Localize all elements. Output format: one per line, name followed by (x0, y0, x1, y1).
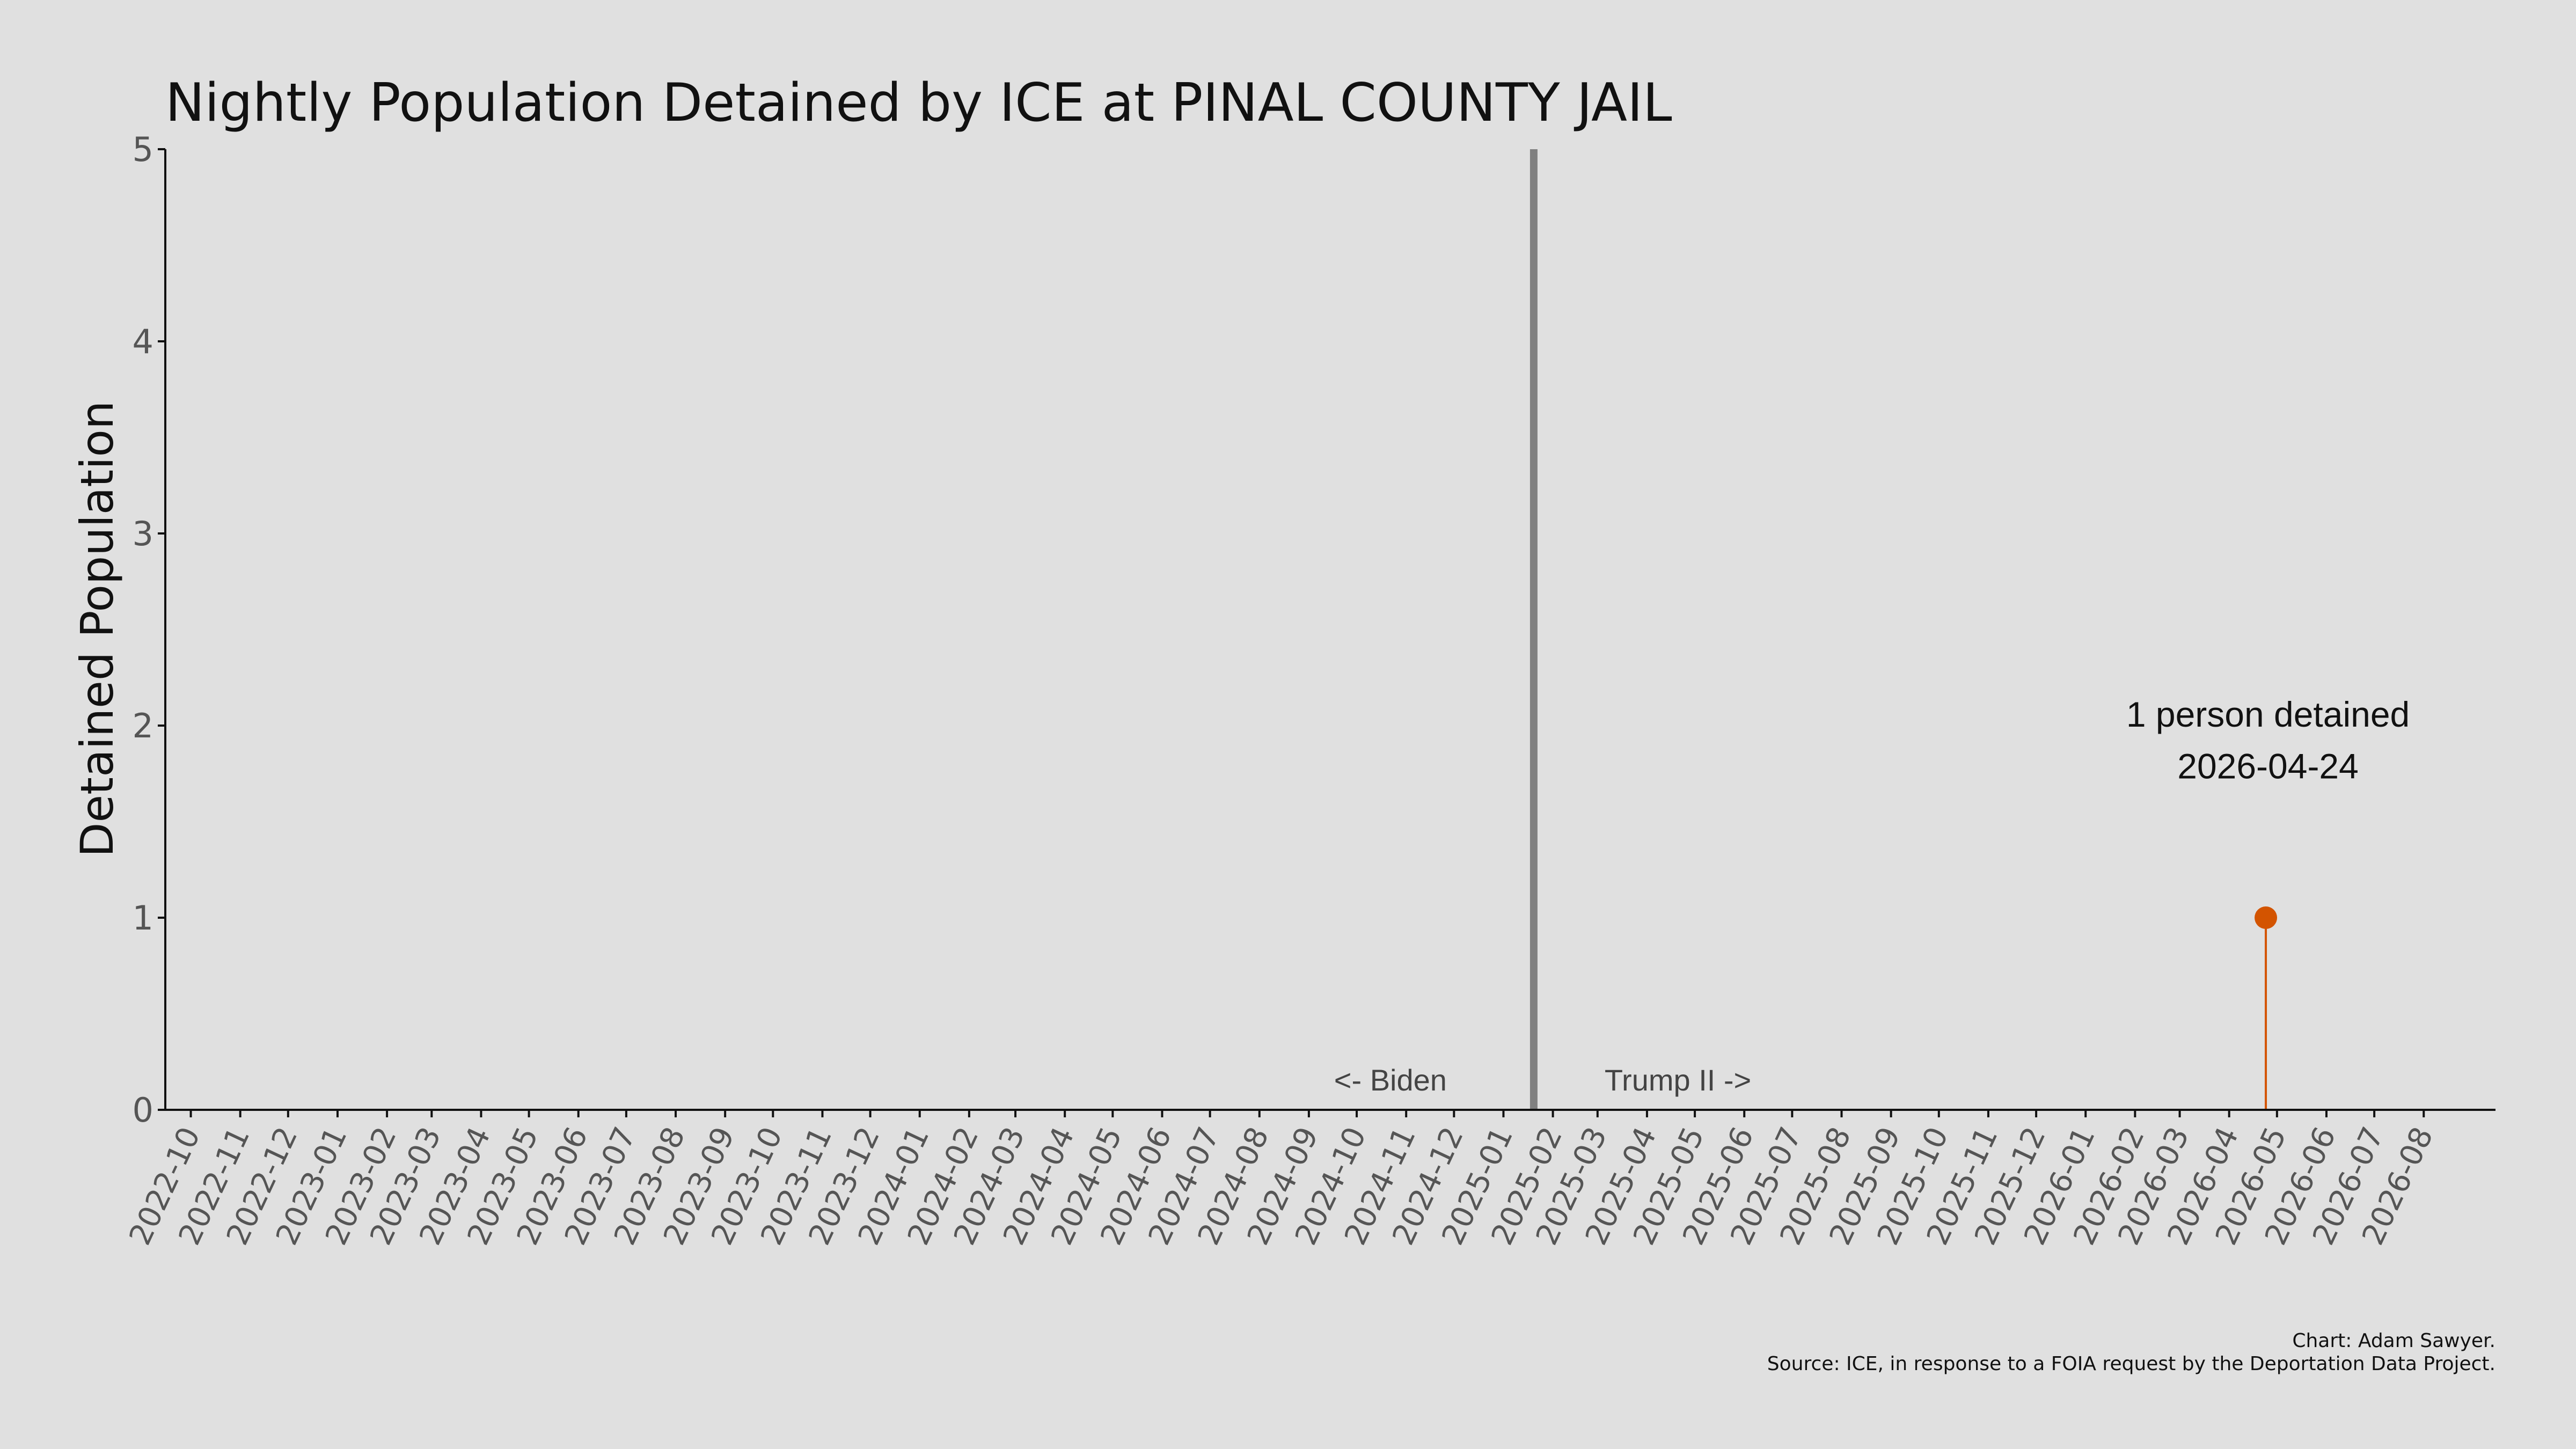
era-label-biden: <- Biden (1334, 1063, 1447, 1097)
y-tick-label: 3 (133, 514, 153, 553)
x-axis-ticks: 2022-102022-112022-122023-012023-022023-… (122, 1110, 2440, 1250)
data-series (2255, 906, 2278, 1110)
y-axis-label: Detained Population (71, 401, 123, 857)
y-tick-label: 1 (133, 898, 153, 938)
plot-area: <- Biden Trump II -> 0 1 2 3 4 5 2022-102022-… (122, 130, 2496, 1250)
annotation-date: 2026-04-24 (2177, 747, 2359, 786)
data-point (2255, 906, 2278, 929)
y-tick-label: 2 (133, 706, 153, 745)
caption-source: Source: ICE, in response to a FOIA reque… (1767, 1353, 2496, 1375)
y-tick-label: 4 (133, 322, 153, 361)
y-tick-label: 5 (133, 130, 153, 169)
era-label-trump: Trump II -> (1605, 1063, 1751, 1097)
annotation-count: 1 person detained (2126, 694, 2410, 734)
caption-author: Chart: Adam Sawyer. (2292, 1330, 2496, 1352)
chart-title: Nightly Population Detained by ICE at PI… (165, 72, 1672, 134)
y-tick-label: 0 (133, 1091, 153, 1130)
y-axis-ticks: 0 1 2 3 4 5 (133, 130, 165, 1130)
